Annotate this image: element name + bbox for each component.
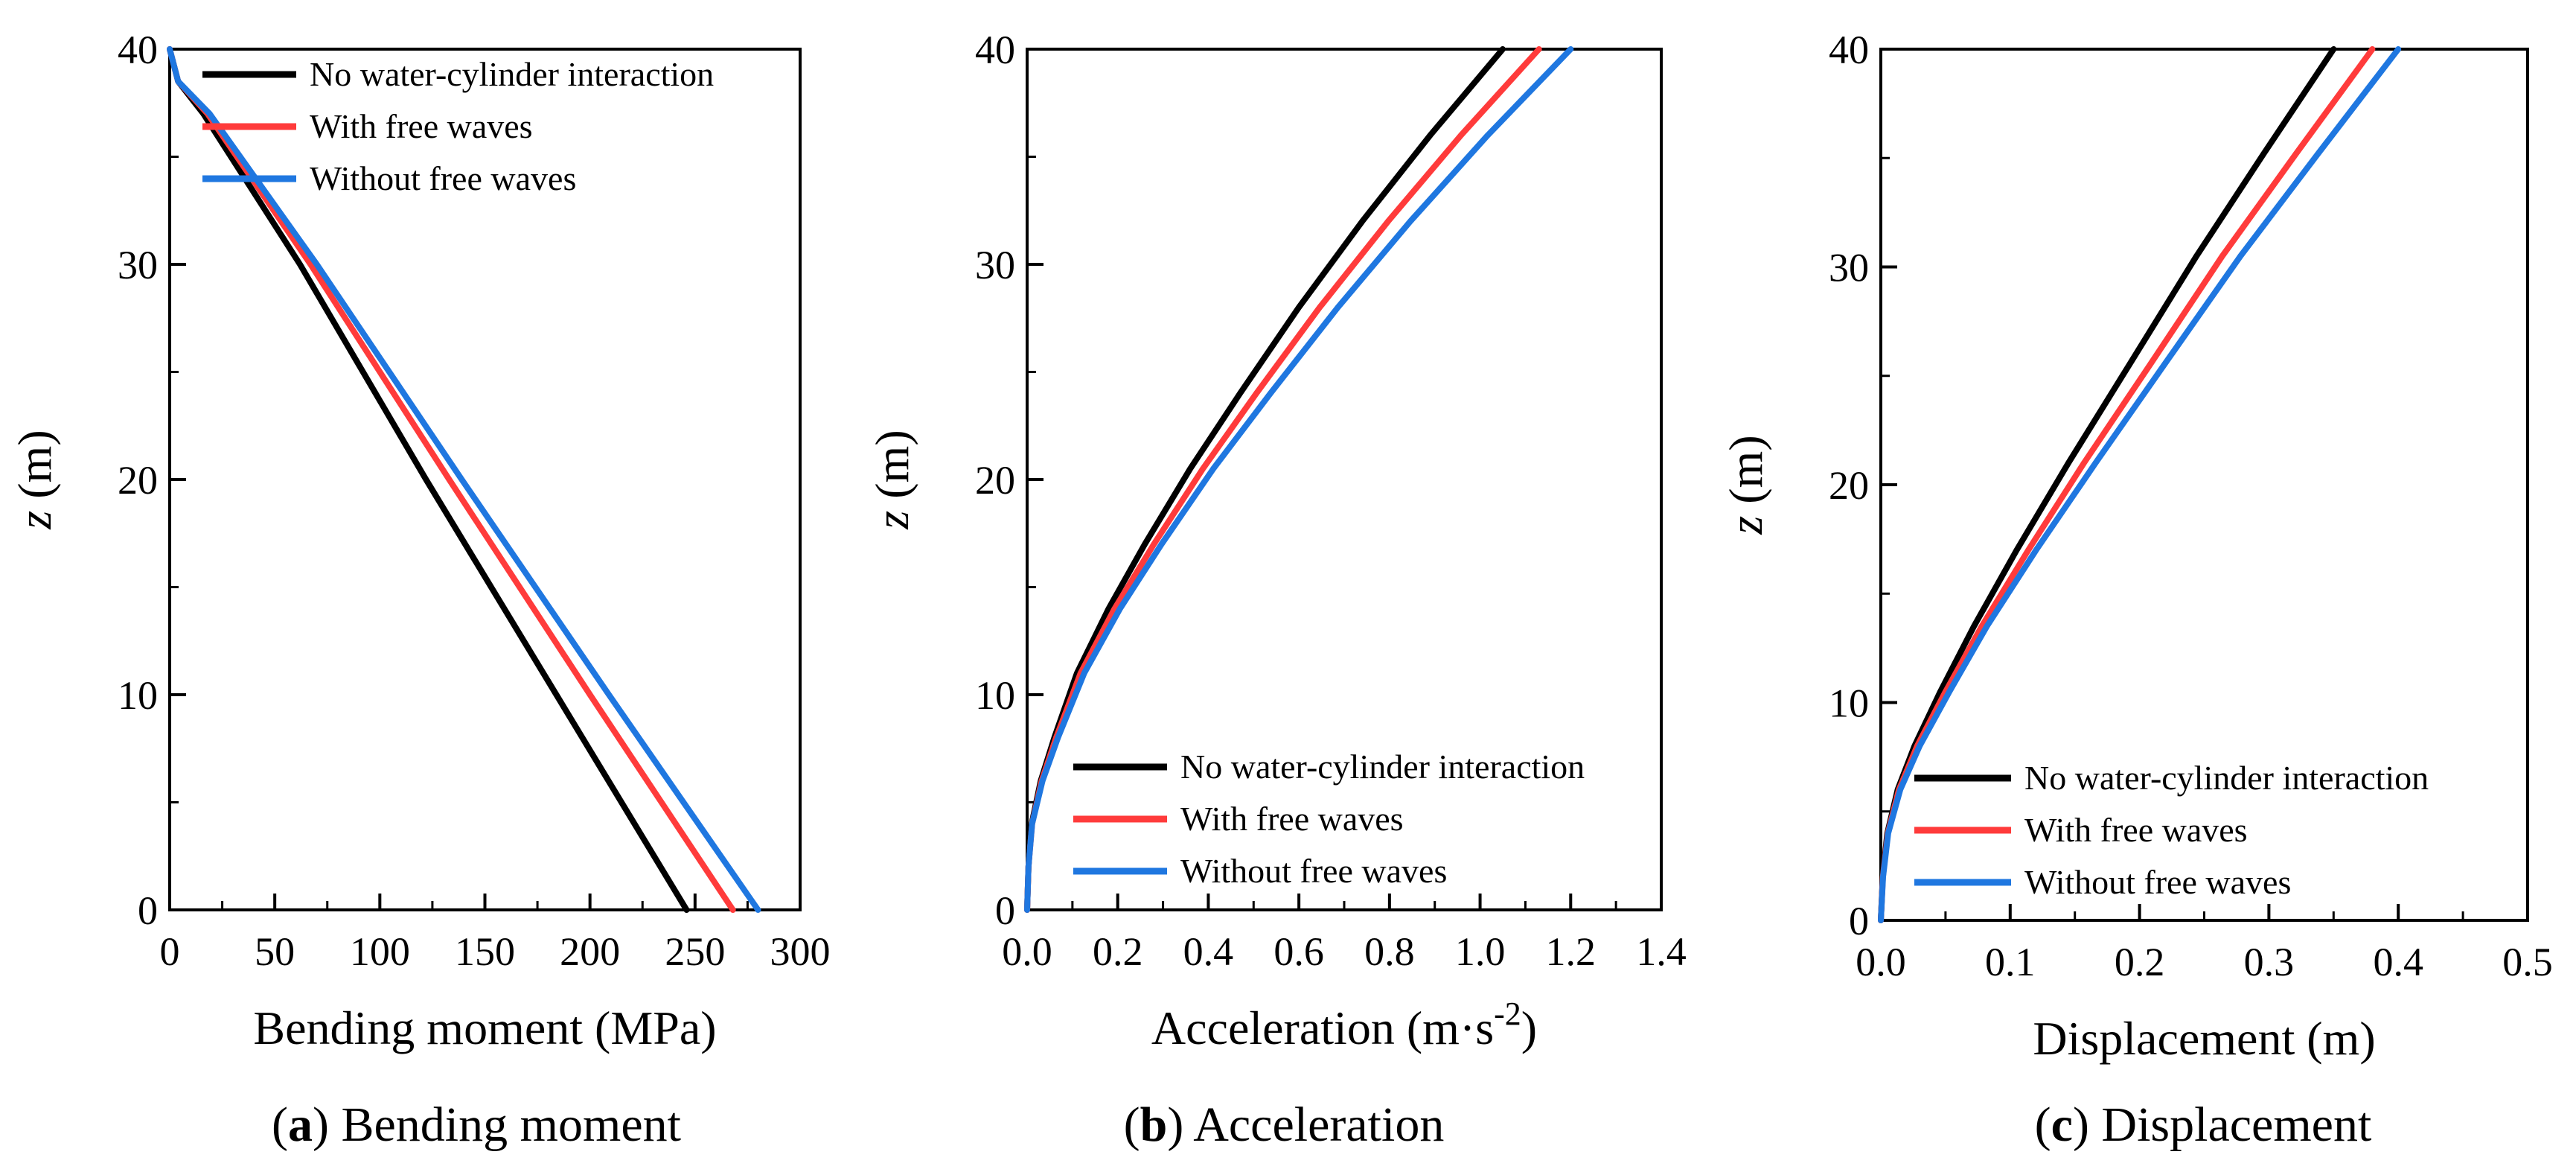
y-axis-title: z (m)	[8, 430, 61, 529]
x-tick-label: 0	[160, 929, 180, 974]
y-tick-label: 20	[118, 458, 158, 503]
y-axis-title-var: z	[866, 511, 918, 530]
y-axis-title-var: z	[1719, 516, 1772, 535]
legend-label-3: Without free waves	[1180, 852, 1447, 890]
x-axis-title: Acceleration (m·s-2)	[1151, 996, 1537, 1054]
x-tick-label: 100	[350, 929, 410, 974]
y-tick-label: 30	[1829, 246, 1869, 290]
y-tick-label: 10	[975, 673, 1015, 718]
caption-open: (	[272, 1098, 288, 1152]
y-tick-label: 10	[1829, 681, 1869, 726]
caption-close: ) Bending moment	[313, 1098, 681, 1152]
y-tick-label: 30	[975, 243, 1015, 287]
legend: No water-cylinder interaction With free w…	[202, 55, 714, 197]
x-tick-label: 0.4	[1183, 929, 1234, 974]
panel-caption: (a) Bending moment	[272, 1098, 681, 1152]
x-tick-label: 150	[455, 929, 515, 974]
x-tick-label: 0.5	[2502, 940, 2553, 984]
x-tick-label: 300	[770, 929, 831, 974]
x-tick-label: 250	[665, 929, 725, 974]
legend-label-2: With free waves	[2024, 811, 2248, 849]
y-axis-title-unit: (m)	[866, 430, 918, 510]
legend-label-1: No water-cylinder interaction	[310, 55, 714, 93]
x-tick-label: 0.0	[1856, 940, 1906, 984]
caption-open: (	[1124, 1098, 1140, 1152]
y-tick-label: 20	[1829, 463, 1869, 508]
x-axis-title: Displacement (m)	[2033, 1012, 2375, 1065]
x-tick-label: 1.0	[1455, 929, 1506, 974]
x-tick-label: 0.6	[1273, 929, 1324, 974]
legend-label-1: No water-cylinder interaction	[1180, 748, 1585, 786]
y-tick-label: 0	[995, 888, 1015, 933]
y-tick-label: 40	[975, 28, 1015, 72]
caption-close: ) Displacement	[2073, 1098, 2371, 1152]
caption-close: ) Acceleration	[1167, 1098, 1444, 1152]
x-axis-title-main: Acceleration (m·s	[1151, 1001, 1494, 1054]
y-tick-label: 30	[118, 243, 158, 287]
y-axis-title: z (m)	[1719, 435, 1772, 535]
caption-open: (	[2035, 1098, 2051, 1152]
x-axis-title: Bending moment (MPa)	[253, 1001, 716, 1054]
y-tick-label: 40	[1829, 28, 1869, 72]
legend: No water-cylinder interaction With free w…	[1914, 759, 2429, 901]
series-line-3	[1024, 46, 1574, 913]
caption-letter: c	[2051, 1098, 2073, 1152]
x-tick-label: 0.3	[2244, 940, 2295, 984]
x-tick-label: 1.2	[1546, 929, 1597, 974]
x-tick-label: 0.1	[1985, 940, 2036, 984]
x-tick-label: 0.2	[1093, 929, 1143, 974]
caption-letter: b	[1140, 1098, 1168, 1152]
legend-label-3: Without free waves	[310, 159, 576, 197]
y-tick-label: 0	[1849, 899, 1869, 943]
legend: No water-cylinder interaction With free w…	[1073, 748, 1585, 890]
x-tick-label: 1.4	[1636, 929, 1687, 974]
x-tick-label: 0.8	[1364, 929, 1415, 974]
chart-panel-b: 0.0 0.2 0.4 0.6 0.8 1.0 1.2 1.4 0 10 20 30 40 z (m) Ac…	[866, 28, 1687, 1152]
legend-label-2: With free waves	[310, 107, 533, 145]
x-tick-label: 200	[560, 929, 620, 974]
series-line-3	[1878, 46, 2402, 923]
legend-label-2: With free waves	[1180, 800, 1404, 838]
legend-label-1: No water-cylinder interaction	[2024, 759, 2429, 797]
x-tick-label: 50	[255, 929, 295, 974]
panel-caption: (c) Displacement	[2035, 1098, 2372, 1152]
chart-panel-a: 0 50 100 150 200 250 300 0 10 20 30 40 z (m) Bending …	[8, 28, 831, 1152]
y-tick-label: 20	[975, 458, 1015, 503]
x-tick-label: 0.4	[2373, 940, 2423, 984]
chart-panel-c: 0.0 0.1 0.2 0.3 0.4 0.5 0 10 20 30 40 z (m) Displace…	[1719, 28, 2553, 1152]
y-axis-title: z (m)	[866, 430, 918, 529]
y-tick-label: 40	[118, 28, 158, 72]
x-axis-title-sup: -2	[1494, 996, 1521, 1032]
x-tick-label: 0.0	[1002, 929, 1052, 974]
series-line-3	[167, 46, 761, 913]
panel-caption: (b) Acceleration	[1124, 1098, 1445, 1152]
legend-label-3: Without free waves	[2024, 863, 2291, 901]
y-tick-label: 10	[118, 673, 158, 718]
caption-letter: a	[288, 1098, 313, 1152]
x-tick-label: 0.2	[2115, 940, 2165, 984]
x-axis-title-end: )	[1521, 1001, 1537, 1054]
y-axis-title-var: z	[8, 511, 61, 530]
y-axis-title-unit: (m)	[1719, 435, 1772, 515]
y-tick-label: 0	[138, 888, 158, 933]
y-axis-title-unit: (m)	[8, 430, 61, 510]
